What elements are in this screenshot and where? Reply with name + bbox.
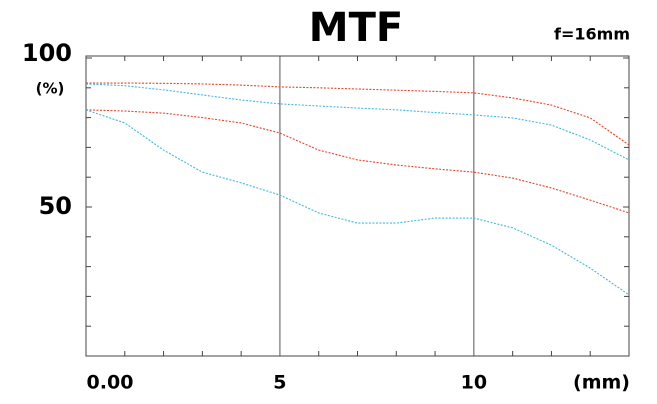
x-tick-label: 10 <box>461 372 487 394</box>
y-tick-label: 50 <box>39 192 72 220</box>
mtf-curve <box>86 82 630 146</box>
plot-frame <box>85 55 630 357</box>
x-tick-label: 0.00 <box>87 372 134 394</box>
y-axis-label: (%) <box>36 80 65 98</box>
y-tick-label: 100 <box>22 39 72 67</box>
mtf-curve <box>85 83 630 161</box>
x-axis-label: (mm) <box>573 372 630 394</box>
x-tick-label: 5 <box>273 372 286 394</box>
annotation: f=16mm <box>554 25 630 44</box>
mtf-curve <box>85 109 630 296</box>
chart-title: MTF <box>309 5 403 51</box>
mtf-curve <box>85 109 630 214</box>
